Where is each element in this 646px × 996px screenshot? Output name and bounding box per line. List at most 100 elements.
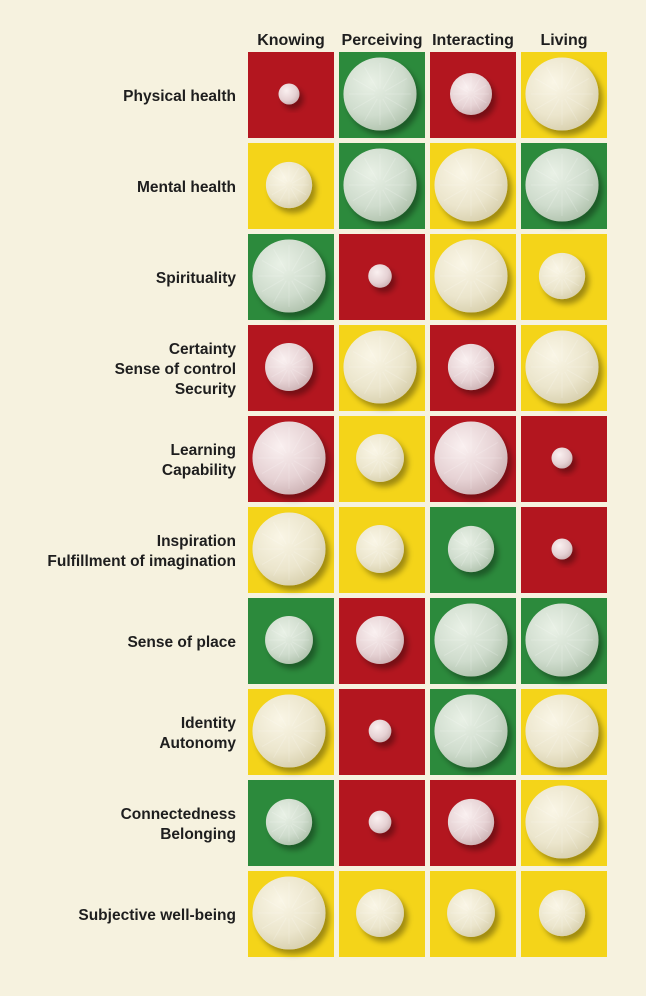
- disc-texture-line: [473, 157, 487, 181]
- disc-texture-line: [293, 460, 317, 474]
- disc-texture-line: [381, 440, 391, 456]
- disc-texture-line: [291, 553, 305, 577]
- disc-texture: [453, 76, 489, 112]
- disc-texture-line: [563, 915, 573, 931]
- value-disc: [434, 603, 508, 677]
- value-disc: [356, 434, 404, 482]
- row-label: Connectedness: [121, 806, 236, 823]
- disc-texture-line: [261, 442, 285, 456]
- disc-texture-line: [443, 460, 467, 474]
- disc-texture: [530, 790, 594, 854]
- disc-texture-line: [566, 187, 590, 201]
- disc-texture-line: [564, 826, 578, 850]
- value-disc: [434, 694, 508, 768]
- disc-texture-line: [291, 248, 305, 272]
- disc-texture-line: [278, 804, 288, 820]
- disc-texture-line: [369, 551, 379, 567]
- disc-texture-line: [291, 186, 307, 196]
- disc-texture-line: [381, 642, 391, 658]
- disc-texture-line: [278, 824, 288, 840]
- value-disc: [538, 889, 586, 937]
- heatmap-cell: [339, 234, 425, 320]
- disc-texture: [257, 244, 321, 308]
- value-disc: [538, 252, 586, 300]
- heatmap-cell: [339, 325, 425, 411]
- disc-texture-line: [475, 624, 499, 638]
- value-disc: [450, 73, 492, 115]
- disc-texture-line: [473, 248, 487, 272]
- disc-texture-line: [472, 96, 481, 110]
- disc-texture-line: [534, 624, 558, 638]
- disc-texture-line: [551, 895, 561, 911]
- heatmap-cell: [248, 52, 334, 138]
- disc-texture: [439, 426, 503, 490]
- disc-texture-line: [473, 811, 489, 821]
- disc-texture-line: [381, 551, 391, 567]
- disc-texture-line: [453, 356, 469, 366]
- disc-texture-line: [546, 339, 560, 363]
- disc-texture-line: [544, 902, 560, 912]
- disc-texture-line: [473, 612, 487, 636]
- value-disc: [368, 810, 392, 834]
- disc-texture-line: [534, 96, 558, 110]
- row-label: Physical health: [123, 88, 236, 105]
- heatmap-cell: [430, 325, 516, 411]
- disc-texture: [530, 699, 594, 763]
- value-disc: [356, 525, 404, 573]
- heatmap-cell: [430, 507, 516, 593]
- disc-texture-line: [382, 550, 398, 560]
- disc-texture: [542, 893, 582, 933]
- disc-texture-line: [369, 622, 379, 638]
- disc-texture-line: [369, 915, 379, 931]
- disc-texture-line: [290, 369, 300, 385]
- disc-texture: [257, 517, 321, 581]
- disc-texture-line: [291, 811, 307, 821]
- disc-texture-line: [443, 260, 467, 274]
- disc-texture-line: [534, 733, 558, 747]
- disc-texture-line: [381, 460, 391, 476]
- disc-texture-line: [455, 735, 469, 759]
- disc-texture-line: [475, 187, 499, 201]
- disc-texture-line: [566, 78, 590, 92]
- disc-texture-line: [443, 733, 467, 747]
- disc-texture-line: [369, 642, 379, 658]
- disc-texture-line: [473, 368, 489, 378]
- value-disc: [265, 616, 313, 664]
- disc-texture-line: [293, 551, 317, 565]
- disc-texture-line: [551, 278, 561, 294]
- disc-texture-line: [384, 351, 408, 365]
- disc-texture-line: [362, 641, 378, 651]
- disc-texture-line: [261, 278, 285, 292]
- disc-texture-line: [564, 189, 578, 213]
- disc-texture-line: [564, 66, 578, 90]
- disc-texture-line: [271, 186, 287, 196]
- disc-texture-line: [290, 642, 300, 658]
- value-disc: [278, 83, 300, 105]
- disc-texture-line: [564, 371, 578, 395]
- disc-texture-line: [563, 278, 573, 294]
- heatmap-cell: [339, 416, 425, 502]
- disc-texture-line: [534, 715, 558, 729]
- disc-texture-line: [384, 187, 408, 201]
- heatmap-cell: [339, 780, 425, 866]
- disc-texture: [439, 244, 503, 308]
- disc-texture-line: [534, 351, 558, 365]
- heatmap-cell: [521, 689, 607, 775]
- value-disc: [252, 512, 326, 586]
- disc-texture-line: [564, 98, 578, 122]
- disc-texture-line: [291, 703, 305, 727]
- disc-texture-line: [546, 371, 560, 395]
- row-label: Sense of control: [115, 361, 236, 378]
- disc-texture-line: [291, 462, 305, 486]
- disc-texture-line: [369, 440, 379, 456]
- disc-texture-line: [472, 531, 482, 547]
- disc-texture-line: [261, 460, 285, 474]
- disc-texture-line: [293, 278, 317, 292]
- disc-texture-line: [352, 78, 376, 92]
- disc-texture-line: [278, 349, 288, 365]
- disc-texture-line: [473, 902, 489, 912]
- disc-texture-line: [271, 368, 287, 378]
- heatmap-cell: [521, 507, 607, 593]
- value-disc: [434, 148, 508, 222]
- disc-texture-line: [564, 157, 578, 181]
